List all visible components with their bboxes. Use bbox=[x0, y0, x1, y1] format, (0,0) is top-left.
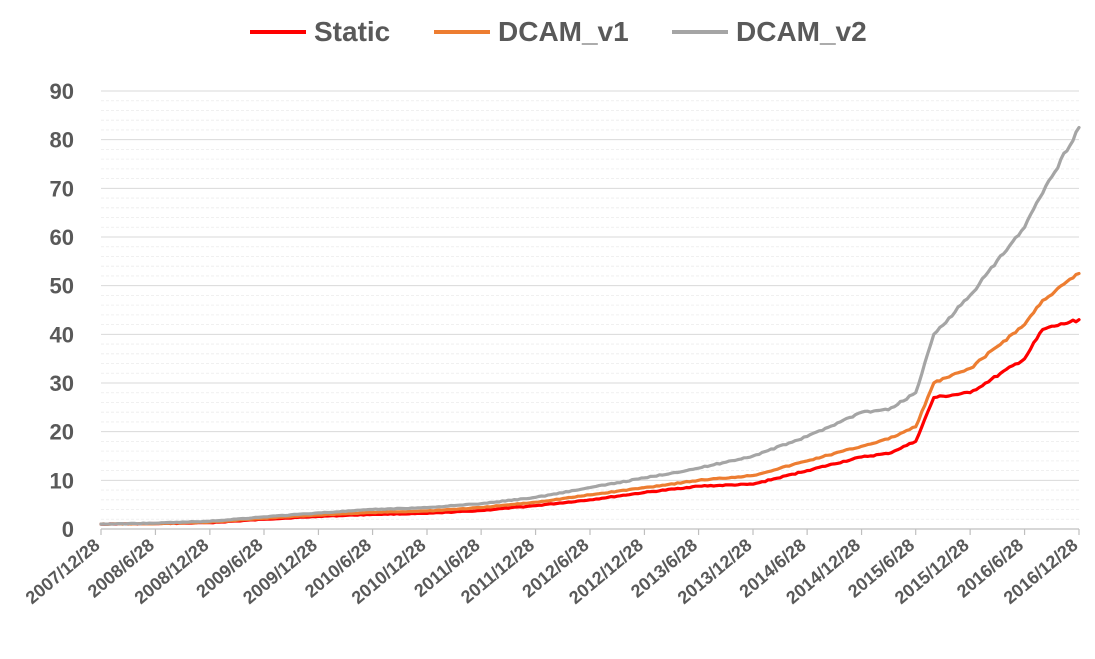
y-tick-label: 90 bbox=[50, 79, 74, 104]
y-axis: 0 10 20 30 40 50 60 70 80 90 bbox=[50, 79, 74, 542]
legend-label: DCAM_v1 bbox=[498, 16, 629, 47]
y-tick-label: 30 bbox=[50, 371, 74, 396]
y-tick-label: 20 bbox=[50, 420, 74, 445]
y-tick-label: 60 bbox=[50, 225, 74, 250]
y-tick-label: 80 bbox=[50, 128, 74, 153]
y-tick-label: 70 bbox=[50, 176, 74, 201]
legend: Static DCAM_v1 DCAM_v2 bbox=[250, 16, 867, 47]
x-tick-label: 2007/12/28 bbox=[22, 535, 104, 608]
y-tick-label: 10 bbox=[50, 468, 74, 493]
series-lines bbox=[99, 125, 1081, 526]
y-tick-label: 0 bbox=[62, 517, 74, 542]
x-axis: 2007/12/282008/6/282008/12/282009/6/2820… bbox=[22, 528, 1082, 608]
series-line-dcam-v2 bbox=[99, 125, 1081, 526]
y-tick-label: 40 bbox=[50, 322, 74, 347]
legend-label: DCAM_v2 bbox=[736, 16, 867, 47]
y-tick-label: 50 bbox=[50, 274, 74, 299]
legend-label: Static bbox=[314, 16, 390, 47]
grid bbox=[101, 90, 1079, 520]
